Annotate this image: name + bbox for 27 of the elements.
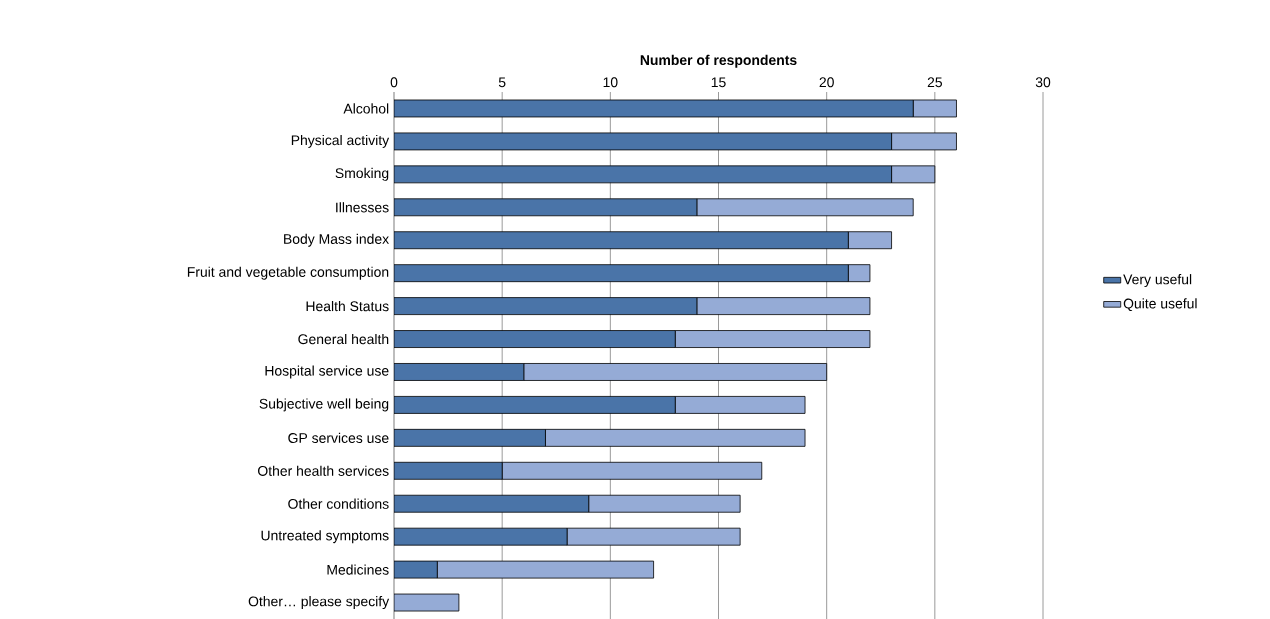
legend-label: Quite useful (1123, 298, 1197, 311)
x-tick-label: 25 (927, 77, 943, 88)
x-tick-label: 0 (390, 77, 398, 88)
y-tick-label: General health (298, 333, 389, 345)
x-tick-label: 15 (711, 77, 726, 88)
y-tick-label: Body Mass index (284, 233, 389, 247)
y-tick-label: Other health services (258, 465, 389, 476)
y-tick-label: Hospital service use (265, 365, 389, 379)
x-axis-title: Number of respondents (640, 54, 797, 68)
y-tick-label: Smoking (335, 167, 389, 181)
y-tick-label: Medicines (327, 564, 389, 575)
y-tick-label: Alcohol (343, 103, 389, 114)
bar (394, 593, 460, 612)
x-tick-label: 10 (603, 77, 618, 88)
x-tick-label: 30 (1035, 77, 1051, 88)
x-tick-label: 20 (819, 77, 834, 88)
y-tick-label: Other conditions (288, 498, 389, 509)
y-tick-label: Subjective well being (259, 398, 389, 412)
y-tick-label: Untreated symptoms (261, 530, 389, 544)
y-tick-label: Other… please specify (248, 596, 390, 610)
y-tick-label: Illnesses (336, 202, 389, 213)
legend-label: Very useful (1123, 274, 1192, 288)
y-tick-label: Fruit and vegetable consumption (187, 266, 389, 280)
y-tick-label: Physical activity (291, 134, 390, 148)
x-tick-label: 5 (498, 77, 506, 88)
y-tick-label: Health Status (306, 300, 389, 312)
y-tick-label: GP services use (288, 432, 389, 443)
